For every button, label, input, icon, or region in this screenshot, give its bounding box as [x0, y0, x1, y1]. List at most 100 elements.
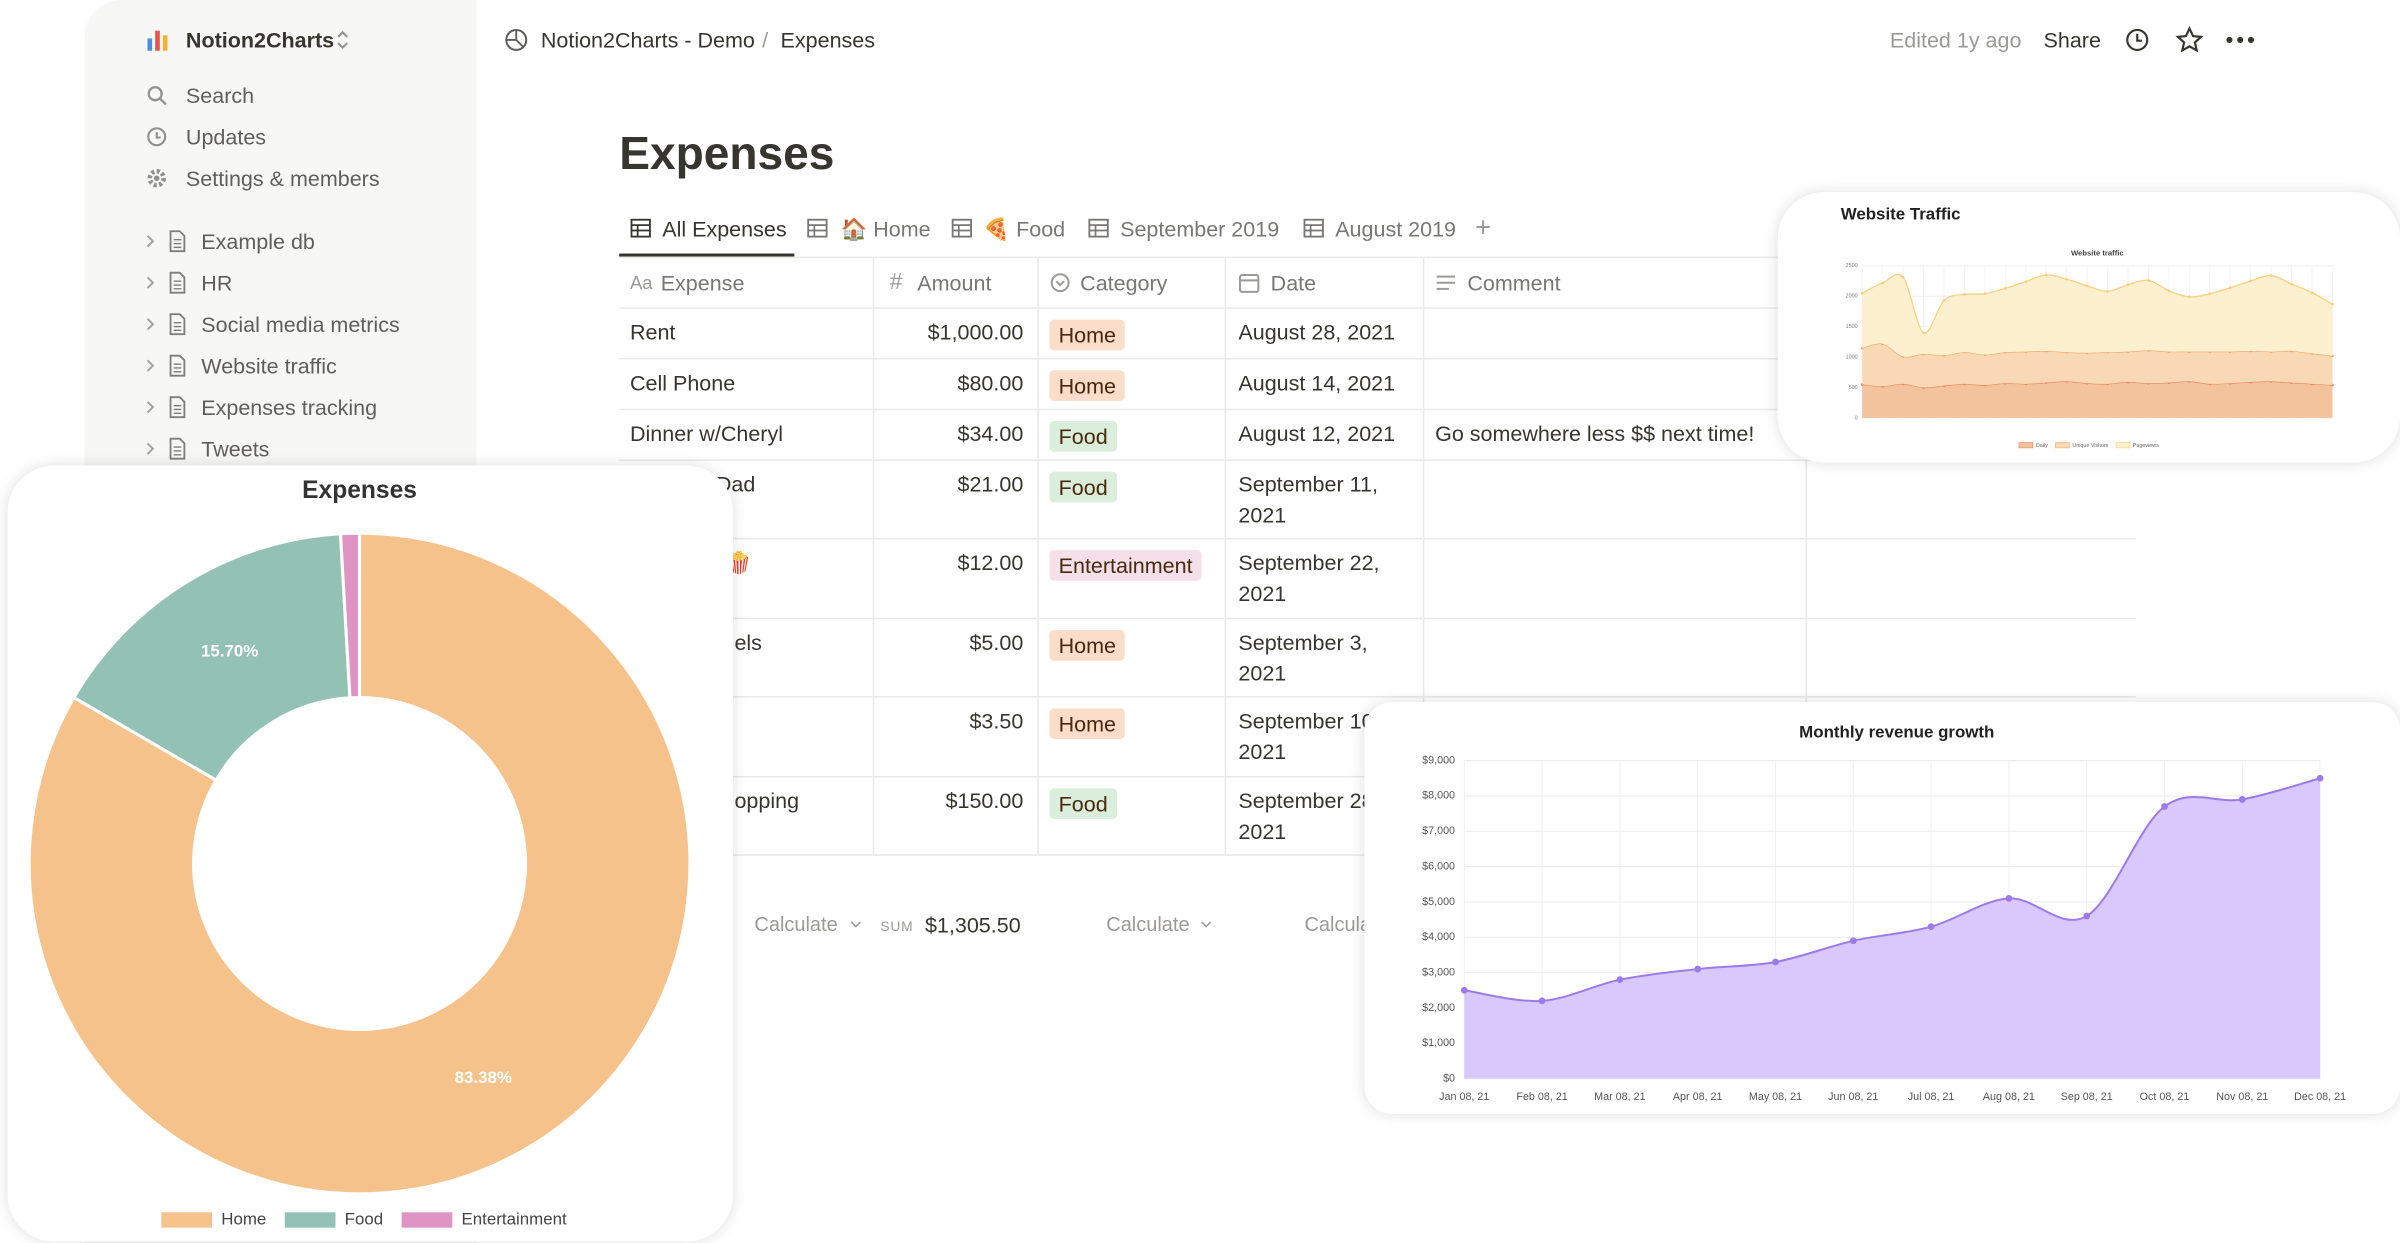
x-tick-label: Dec 08, 21 — [2294, 1091, 2346, 1103]
sidebar-page[interactable]: Example db — [201, 228, 315, 254]
point — [1849, 937, 1857, 945]
breadcrumb-item[interactable]: Notion2Charts - Demo — [540, 27, 755, 53]
data-label: 83.38% — [455, 1068, 512, 1087]
amount-cell[interactable]: $1,000.00 — [927, 319, 1024, 345]
amount-cell[interactable]: $80.00 — [957, 370, 1024, 395]
amount-cell[interactable]: $5.00 — [969, 629, 1024, 655]
point — [1983, 292, 1987, 296]
point — [2310, 291, 2314, 294]
calculate-button[interactable]: Calculate — [754, 912, 838, 936]
y-tick-label: $0 — [1443, 1072, 1455, 1084]
date-cell[interactable]: September 10, 2021 — [1238, 708, 1380, 764]
point — [2085, 284, 2089, 288]
more-icon[interactable] — [2225, 34, 2256, 46]
amount-cell[interactable]: $3.50 — [969, 708, 1024, 733]
expense-cell[interactable]: opping — [734, 788, 800, 813]
category-tag[interactable]: Home — [1049, 319, 1126, 351]
expense-cell[interactable]: Cell Phone — [629, 370, 736, 395]
calculate-button[interactable]: Calculate — [1106, 912, 1190, 936]
breadcrumb-item[interactable]: Expenses — [780, 27, 876, 53]
amount-cell[interactable]: $34.00 — [957, 420, 1024, 446]
date-cell[interactable]: August 14, 2021 — [1238, 370, 1396, 395]
y-tick-label: $2,000 — [1422, 1002, 1455, 1014]
menu-item[interactable]: Updates — [185, 124, 267, 150]
amount-cell[interactable]: $150.00 — [945, 788, 1024, 813]
point — [1538, 997, 1546, 1005]
page-icons[interactable] — [143, 270, 189, 295]
page-icons[interactable] — [143, 229, 189, 254]
category-tag[interactable]: Food — [1049, 471, 1117, 503]
sidebar-page[interactable]: Expenses tracking — [201, 394, 378, 420]
category-tag[interactable]: Home — [1049, 370, 1126, 402]
history-icon[interactable] — [2125, 28, 2150, 53]
column-header[interactable]: Category — [1080, 270, 1168, 296]
expense-cell[interactable]: els — [734, 629, 762, 655]
table-icon — [1088, 218, 1109, 238]
view-tab[interactable]: All Expenses — [662, 216, 787, 242]
y-tick-label: 1500 — [1846, 324, 1858, 330]
view-tab[interactable]: August 2019 — [1335, 216, 1457, 242]
row-border — [619, 256, 2136, 259]
page-icons[interactable] — [143, 353, 189, 378]
date-cell[interactable]: September 22, 2021 — [1238, 550, 1380, 606]
point — [2005, 895, 2013, 902]
x-tick-label: Aug 08, 21 — [1983, 1091, 2035, 1103]
share-button[interactable]: Share — [2043, 27, 2101, 53]
category-tag[interactable]: Home — [1049, 629, 1126, 661]
column-header[interactable]: Comment — [1467, 270, 1561, 296]
view-tab[interactable]: 🍕 Food — [983, 216, 1066, 242]
point — [2044, 273, 2048, 277]
breadcrumb-separator: / — [762, 27, 769, 53]
date-cell[interactable]: August 28, 2021 — [1238, 319, 1396, 345]
legend-label: Home — [221, 1209, 266, 1228]
legend-swatch — [2115, 442, 2131, 449]
point — [1901, 275, 1905, 279]
category-tag[interactable]: Entertainment — [1049, 550, 1202, 581]
amount-cell[interactable]: $21.00 — [957, 471, 1024, 497]
switcher-icon[interactable] — [335, 29, 350, 51]
date-cell[interactable]: September 28, 2021 — [1238, 788, 1380, 844]
point — [2316, 774, 2324, 782]
favorite-icon[interactable] — [2175, 26, 2204, 54]
sidebar-page[interactable]: Social media metrics — [201, 311, 400, 337]
workspace-icon — [147, 30, 168, 51]
column-icon: Aa — [629, 271, 653, 294]
sidebar-page[interactable]: Website traffic — [201, 353, 337, 378]
page-icons[interactable] — [143, 436, 189, 461]
comment-cell[interactable]: Go somewhere less $$ next time! — [1435, 420, 1755, 446]
expense-cell[interactable]: Dinner w/Cheryl — [629, 420, 783, 446]
workspace-name[interactable]: Notion2Charts — [185, 27, 335, 53]
column-header[interactable]: Expense — [660, 270, 745, 296]
y-tick-label: $7,000 — [1422, 825, 1455, 837]
sidebar-page[interactable]: Tweets — [201, 436, 270, 461]
expense-cell[interactable]: Rent — [629, 319, 676, 345]
x-tick-label: May 08, 21 — [1749, 1091, 1802, 1103]
point — [2208, 292, 2212, 296]
category-tag[interactable]: Food — [1049, 788, 1117, 819]
data-label: 15.70% — [201, 642, 258, 661]
amount-cell[interactable]: $12.00 — [957, 550, 1024, 575]
x-tick-label: Jan 08, 21 — [1439, 1091, 1489, 1103]
sum-value: $1,305.50 — [924, 912, 1021, 938]
row-border — [619, 537, 2136, 540]
chart-title: Expenses — [302, 477, 417, 504]
date-cell[interactable]: September 3, 2021 — [1238, 629, 1368, 686]
y-tick-label: $1,000 — [1422, 1037, 1455, 1049]
date-cell[interactable]: August 12, 2021 — [1238, 420, 1396, 446]
menu-item[interactable]: Search — [185, 82, 255, 108]
sidebar-page[interactable]: HR — [201, 270, 233, 296]
column-header[interactable]: Date — [1270, 270, 1317, 296]
view-tab[interactable]: 🏠 Home — [840, 216, 931, 242]
menu-item[interactable]: Settings & members — [185, 165, 380, 191]
add-view[interactable]: + — [1475, 212, 1492, 243]
date-cell[interactable]: September 11, 2021 — [1238, 471, 1378, 528]
page-icons[interactable] — [143, 395, 189, 420]
column-header[interactable]: Amount — [917, 270, 992, 296]
active-tab-underline — [619, 253, 795, 257]
table-icon — [951, 218, 972, 238]
category-tag[interactable]: Food — [1049, 420, 1117, 452]
page-icons[interactable] — [143, 312, 189, 337]
category-tag[interactable]: Home — [1049, 708, 1126, 740]
view-tab[interactable]: September 2019 — [1120, 216, 1280, 242]
